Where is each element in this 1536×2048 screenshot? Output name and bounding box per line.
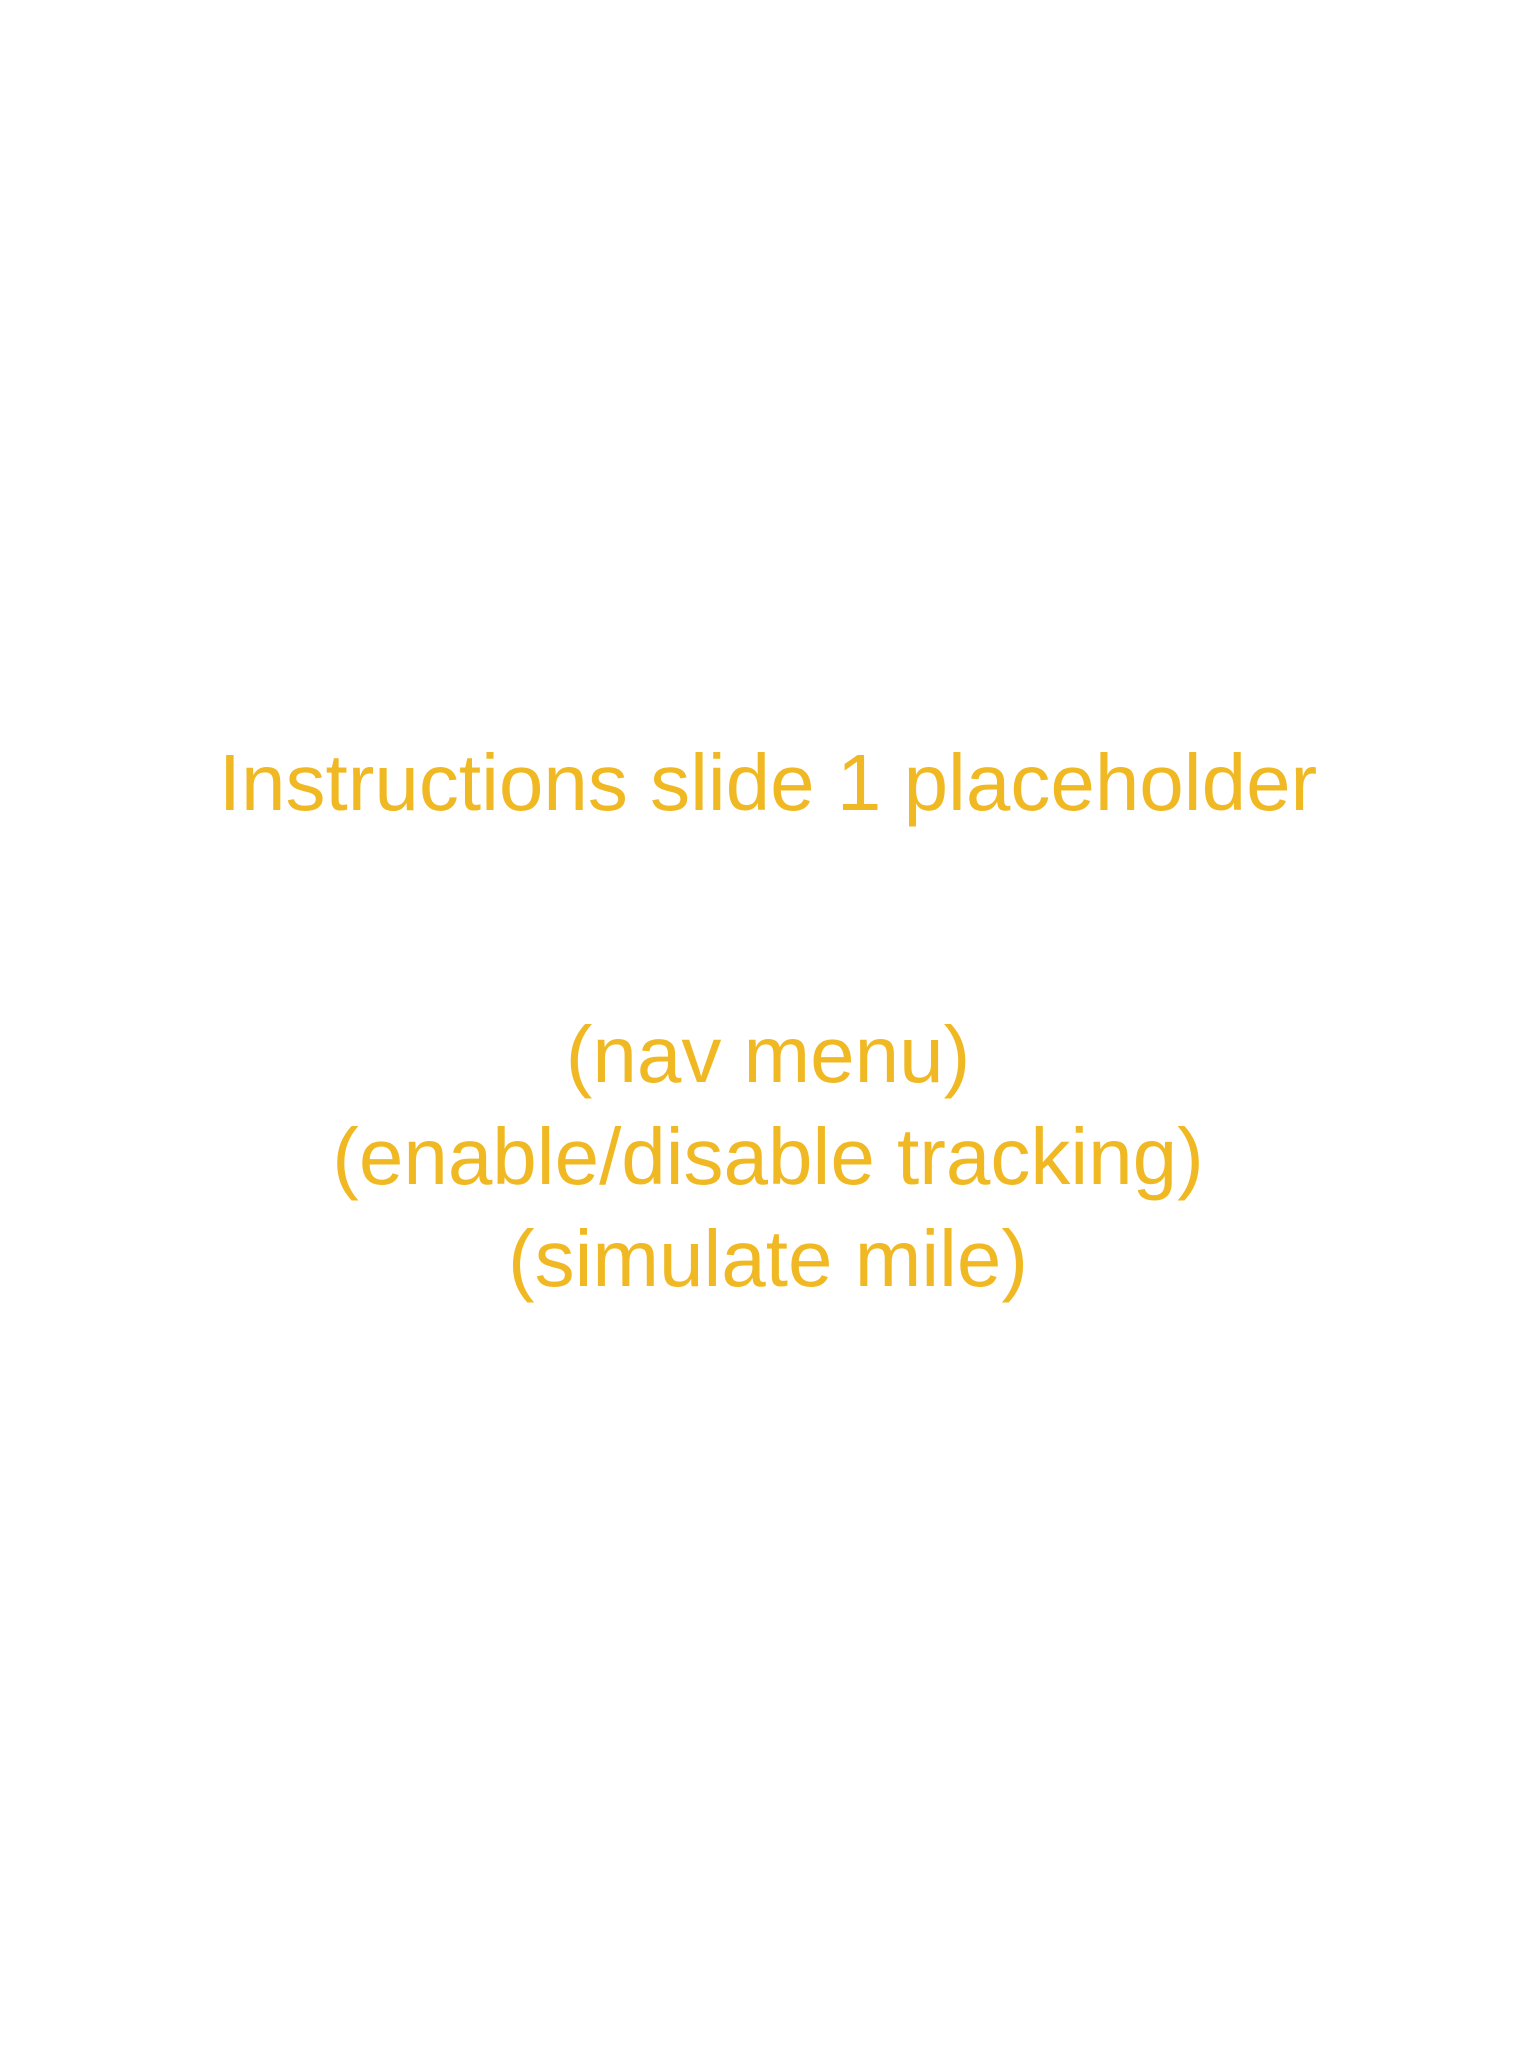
slide-title: Instructions slide 1 placeholder [218,738,1318,827]
tracking-toggle-placeholder: (enable/disable tracking) [332,1112,1204,1201]
placeholder-lines: (nav menu) (enable/disable tracking) (si… [0,1004,1536,1310]
nav-menu-placeholder: (nav menu) [565,1010,971,1099]
simulate-mile-placeholder: (simulate mile) [507,1214,1029,1303]
